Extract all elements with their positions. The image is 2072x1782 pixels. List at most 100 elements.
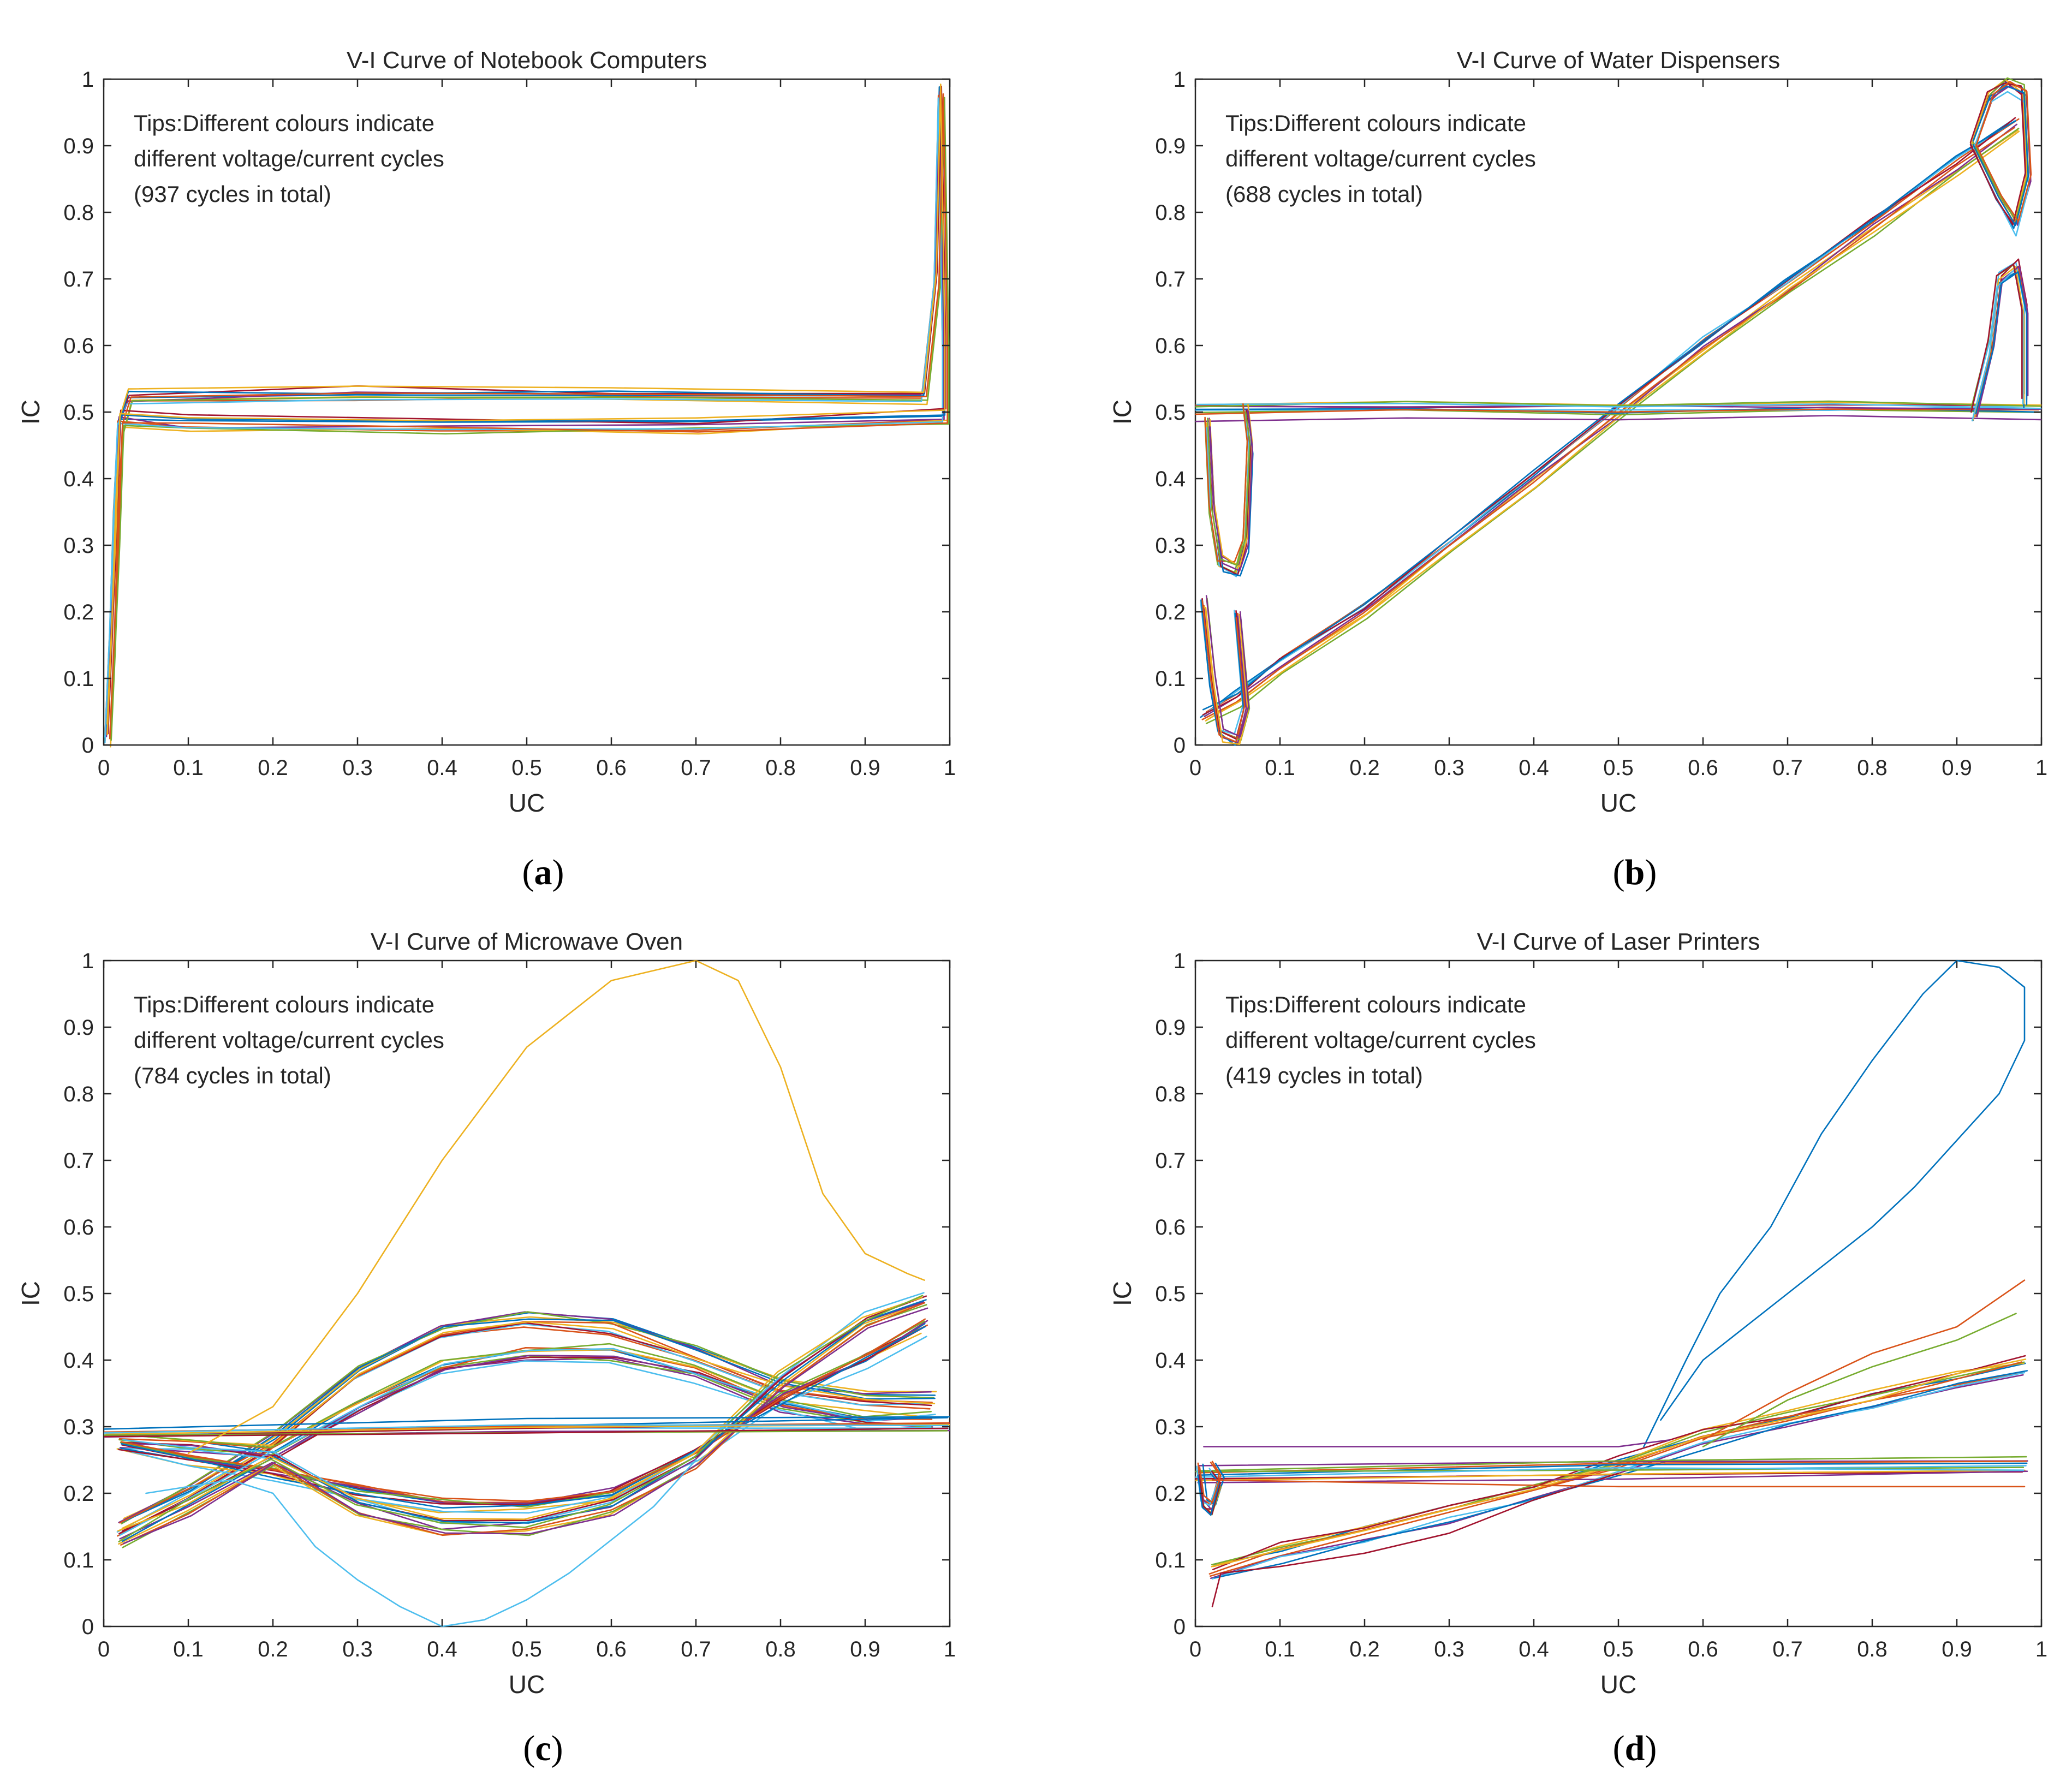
y-tick-label: 0.6 xyxy=(63,334,94,358)
chart-notebook-computers: 0 0.1 0.2 0.3 0.4 0.5 0.6 0.7 0.8 0.9 1 0 0.1 0.2 0.3 0… xyxy=(16,47,956,892)
cycle-line xyxy=(104,1416,950,1430)
cycle-line xyxy=(1643,959,2026,1447)
annotation-cycles-count: (419 cycles in total) xyxy=(1225,1063,1423,1088)
panel-letter: a xyxy=(534,853,552,892)
cycle-line xyxy=(1211,1372,2026,1580)
chart-title: V-I Curve of Water Dispensers xyxy=(1457,47,1781,74)
plot-area xyxy=(103,959,951,1628)
y-tick-label: 0.4 xyxy=(1155,1349,1186,1373)
x-tick-label: 0.2 xyxy=(258,1637,288,1661)
chart-laser-printers: 0 0.1 0.2 0.3 0.4 0.5 0.6 0.7 0.8 0.9 1 0 0.1 0.2 0.3 0… xyxy=(1108,928,2047,1768)
y-tick-label: 0.1 xyxy=(1155,1548,1186,1572)
cycle-curves xyxy=(104,84,950,748)
x-tick-label: 1 xyxy=(944,1637,956,1661)
y-tick-label: 0.3 xyxy=(1155,1415,1186,1439)
cycle-line xyxy=(1204,403,1248,563)
y-tick-label: 0 xyxy=(1174,734,1186,758)
cycle-line xyxy=(1196,1461,2027,1474)
x-tick-label: 0.5 xyxy=(1603,756,1634,780)
cycle-line xyxy=(1199,1461,1222,1504)
x-axis-label: UC xyxy=(509,1670,545,1698)
x-tick-label: 0.5 xyxy=(511,1637,542,1661)
x-axis-label: UC xyxy=(1600,1670,1636,1698)
x-tick-label: 0.6 xyxy=(1688,1637,1718,1661)
x-tick-label: 0.2 xyxy=(1349,756,1380,780)
panel-letter: d xyxy=(1625,1729,1645,1768)
y-tick-label: 0.3 xyxy=(63,534,94,558)
x-tick-label: 1 xyxy=(2035,1637,2047,1661)
x-tick-label: 0.8 xyxy=(1857,1637,1888,1661)
plot-area xyxy=(1194,959,2043,1628)
cycle-line xyxy=(117,1360,932,1459)
cycle-line xyxy=(1702,1313,2017,1447)
cycle-line xyxy=(106,84,946,735)
annotation-cycles-count: (688 cycles in total) xyxy=(1225,181,1423,207)
cycle-line xyxy=(1210,1371,2023,1577)
x-tick-label: 0.3 xyxy=(1434,1637,1464,1661)
y-tick-label: 0.9 xyxy=(63,1016,94,1040)
cycle-line xyxy=(1206,130,2020,721)
x-tick-label: 0.2 xyxy=(1349,1637,1380,1661)
cycle-line xyxy=(187,959,925,1455)
cycle-line xyxy=(1207,412,1251,566)
x-tick-label: 1 xyxy=(2035,756,2047,780)
x-tick-label: 0.4 xyxy=(1519,756,1549,780)
panel-label: (a) xyxy=(522,853,564,892)
y-tick-label: 0.1 xyxy=(1155,667,1186,691)
x-tick-label: 0.3 xyxy=(1434,756,1464,780)
cycle-line xyxy=(1205,128,2020,724)
x-tick-label: 0 xyxy=(98,756,110,780)
y-tick-label: 0.7 xyxy=(63,1149,94,1173)
cycle-line xyxy=(1198,1470,1222,1515)
panel-label: (d) xyxy=(1613,1729,1657,1768)
y-tick-label: 0 xyxy=(82,734,94,758)
cycle-line xyxy=(122,1349,936,1446)
y-tick-label: 0.8 xyxy=(1155,1082,1186,1106)
cycle-line xyxy=(1203,1439,1670,1447)
y-tick-label: 0.1 xyxy=(63,667,94,691)
cycle-line xyxy=(1205,595,1249,737)
y-tick-label: 1 xyxy=(1174,68,1186,92)
annotation-line-2: different voltage/current cycles xyxy=(134,146,444,171)
cycle-line xyxy=(118,1295,924,1542)
y-tick-label: 0.2 xyxy=(63,600,94,624)
y-tick-label: 0.9 xyxy=(1155,1016,1186,1040)
cycle-line xyxy=(118,1303,924,1545)
x-tick-label: 0.4 xyxy=(427,1637,457,1661)
x-tick-label: 0.3 xyxy=(342,1637,373,1661)
x-tick-label: 0.8 xyxy=(765,1637,796,1661)
x-axis-label: UC xyxy=(509,789,545,817)
cycle-line xyxy=(1702,1279,2026,1441)
cycle-line xyxy=(1209,410,1253,572)
y-tick-label: 0.3 xyxy=(63,1415,94,1439)
cycle-line xyxy=(1201,600,1246,743)
cycle-line xyxy=(120,1318,926,1502)
y-tick-label: 0.2 xyxy=(1155,600,1186,624)
cycle-line xyxy=(123,1307,928,1545)
y-tick-label: 0 xyxy=(1174,1615,1186,1639)
y-tick-label: 0.8 xyxy=(63,201,94,225)
y-tick-label: 0.7 xyxy=(63,267,94,291)
x-tick-label: 0.2 xyxy=(258,756,288,780)
chart-title: V-I Curve of Laser Printers xyxy=(1477,928,1760,955)
x-tick-label: 0.5 xyxy=(1603,1637,1634,1661)
cycle-line xyxy=(1211,1479,2026,1488)
cycle-line xyxy=(123,1355,937,1457)
x-axis-label: UC xyxy=(1600,789,1636,817)
x-tick-label: 0 xyxy=(1189,756,1201,780)
x-tick-label: 0.6 xyxy=(596,1637,627,1661)
x-tick-label: 0.7 xyxy=(681,1637,711,1661)
cycle-line xyxy=(121,1321,936,1529)
y-tick-label: 0.3 xyxy=(1155,534,1186,558)
y-tick-label: 1 xyxy=(82,949,94,973)
x-tick-label: 1 xyxy=(944,756,956,780)
x-tick-label: 0.7 xyxy=(1772,756,1803,780)
cycle-curves xyxy=(104,959,950,1628)
x-tick-label: 0.3 xyxy=(342,756,373,780)
cycle-line xyxy=(1195,408,2039,415)
x-tick-label: 0.4 xyxy=(1519,1637,1549,1661)
cycle-line xyxy=(122,1348,936,1453)
cycle-line xyxy=(1195,1469,2026,1481)
y-axis-label: IC xyxy=(16,400,45,425)
cycle-line xyxy=(1198,1460,2028,1467)
